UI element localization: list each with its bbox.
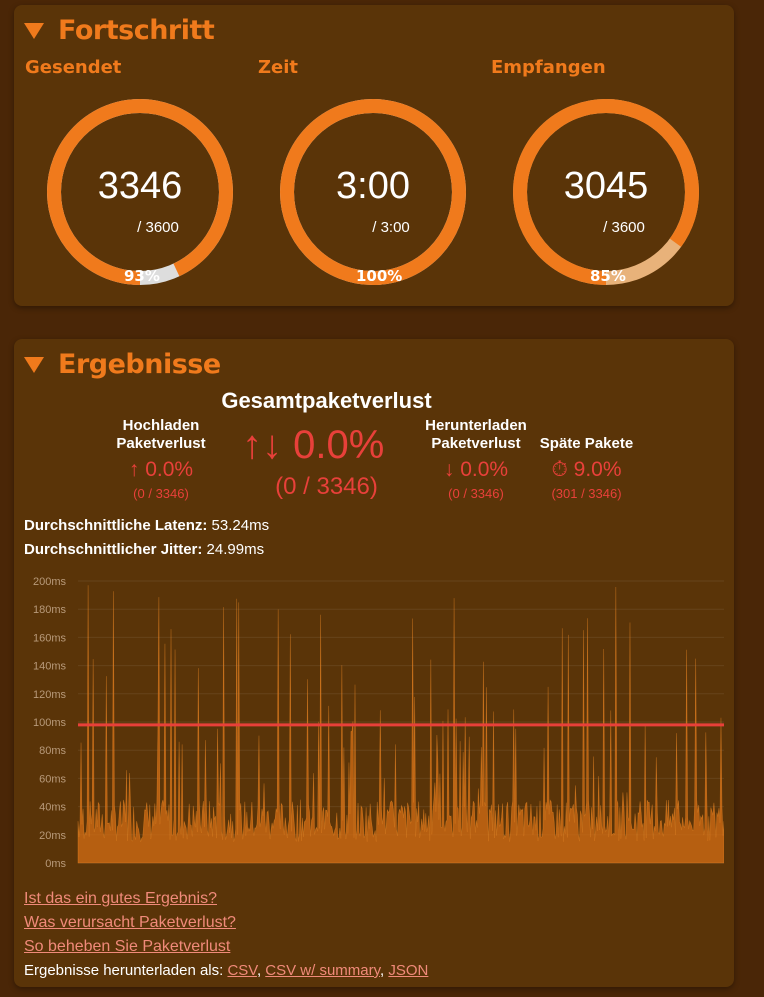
gauge-sent-max: / 3600	[137, 219, 179, 236]
avg-latency-label: Durchschnittliche Latenz:	[24, 517, 208, 534]
link-fix[interactable]: So beheben Sie Paketverlust	[24, 938, 231, 955]
download-csv-summary-link[interactable]: CSV w/ summary	[265, 962, 381, 979]
gauge-time: 3:00 / 3:00	[278, 97, 468, 287]
download-loss-detail: (0 / 3346)	[448, 486, 504, 501]
arrow-down-icon: ↓	[443, 458, 455, 481]
y-tick-label: 120ms	[33, 689, 67, 701]
gauge-time-value: 3:00	[336, 165, 410, 207]
chart-y-ticks: 0ms 20ms 40ms 60ms 80ms 100ms 120ms 140ms 160ms 1…	[33, 576, 67, 869]
gauge-received-max: / 3600	[603, 219, 645, 236]
gauge-received-percent: 85%	[590, 267, 626, 285]
upload-loss-stat: ↑ 0.0%	[96, 458, 226, 482]
download-loss-heading: Herunterladen Paketverlust	[406, 417, 546, 453]
results-toggle[interactable]: Ergebnisse	[24, 349, 221, 380]
gauge-time-label: Zeit	[258, 57, 299, 78]
gauge-received-value: 3045	[563, 165, 649, 207]
download-loss-value: 0.0%	[460, 458, 509, 481]
avg-jitter-label: Durchschnittlicher Jitter:	[24, 541, 203, 558]
y-tick-label: 20ms	[39, 830, 66, 842]
download-results: Ergebnisse herunterladen als: CSV, CSV w…	[24, 962, 428, 979]
collapse-triangle-icon	[24, 22, 44, 39]
upload-heading-line2: Paketverlust	[116, 435, 206, 452]
gauge-time-max: / 3:00	[372, 219, 410, 236]
link-good-result[interactable]: Ist das ein gutes Ergebnis?	[24, 890, 218, 907]
avg-jitter-value: 24.99ms	[206, 541, 265, 558]
y-tick-label: 200ms	[33, 576, 67, 588]
gauge-received: 3045 / 3600	[511, 97, 701, 287]
late-packets-heading: Späte Pakete	[539, 435, 634, 452]
avg-latency: Durchschnittliche Latenz: 53.24ms	[24, 517, 269, 534]
upload-loss-detail: (0 / 3346)	[133, 486, 189, 501]
gauge-sent-percent: 93%	[124, 267, 160, 285]
late-packets-detail: (301 / 3346)	[551, 486, 622, 501]
stopwatch-icon: ⏱	[551, 458, 568, 481]
total-loss-stat: ↑↓ 0.0%	[242, 423, 384, 468]
download-json-link[interactable]: JSON	[388, 962, 429, 979]
download-csv-link[interactable]: CSV	[227, 962, 257, 979]
download-loss-stat: ↓ 0.0%	[406, 458, 546, 482]
link-causes[interactable]: Was verursacht Paketverlust?	[24, 914, 236, 931]
up-down-arrows-icon: ↑↓	[242, 423, 282, 467]
y-tick-label: 80ms	[39, 745, 66, 757]
total-loss-detail: (0 / 3346)	[275, 473, 378, 500]
y-tick-label: 60ms	[39, 773, 66, 785]
total-loss-heading: Gesamtpaketverlust	[221, 388, 432, 413]
progress-toggle[interactable]: Fortschritt	[24, 15, 215, 46]
download-separator: ,	[380, 962, 385, 979]
progress-panel: Fortschritt Gesendet 3346 / 3600 93% Zei…	[14, 5, 734, 306]
total-loss-value: 0.0%	[293, 423, 385, 467]
download-label: Ergebnisse herunterladen als:	[24, 962, 224, 979]
gauge-time-percent: 100%	[356, 267, 403, 285]
gauge-time-ring	[280, 99, 466, 285]
collapse-triangle-icon	[24, 356, 44, 373]
latency-chart: 0ms 20ms 40ms 60ms 80ms 100ms 120ms 140ms 160ms 1…	[33, 576, 724, 869]
late-packets-value: 9.0%	[573, 458, 622, 481]
gauge-sent: 3346 / 3600	[45, 97, 235, 287]
y-tick-label: 100ms	[33, 717, 67, 729]
results-title: Ergebnisse	[58, 349, 221, 380]
arrow-up-icon: ↑	[128, 458, 140, 481]
gauge-sent-ring	[47, 99, 233, 285]
gauge-received-ring	[513, 99, 699, 285]
avg-jitter: Durchschnittlicher Jitter: 24.99ms	[24, 541, 264, 558]
results-panel: Ergebnisse Gesamtpaketverlust ↑↓ 0.0% (0…	[14, 339, 734, 987]
y-tick-label: 180ms	[33, 604, 67, 616]
progress-title: Fortschritt	[58, 15, 215, 46]
avg-latency-value: 53.24ms	[211, 517, 270, 534]
gauge-received-label: Empfangen	[491, 57, 606, 78]
y-tick-label: 40ms	[39, 802, 66, 814]
upload-loss-value: 0.0%	[145, 458, 194, 481]
download-heading-line2: Paketverlust	[431, 435, 521, 452]
late-packets-stat: ⏱ 9.0%	[529, 458, 644, 482]
gauge-sent-label: Gesendet	[25, 57, 122, 78]
gauge-sent-value: 3346	[97, 165, 183, 207]
y-tick-label: 140ms	[33, 661, 67, 673]
y-tick-label: 0ms	[45, 858, 66, 869]
upload-loss-heading: Hochladen Paketverlust	[96, 417, 226, 453]
y-tick-label: 160ms	[33, 632, 67, 644]
download-separator: ,	[256, 962, 262, 979]
upload-heading-line1: Hochladen	[122, 417, 200, 434]
download-heading-line1: Herunterladen	[425, 417, 527, 434]
latency-area-series	[77, 585, 724, 864]
